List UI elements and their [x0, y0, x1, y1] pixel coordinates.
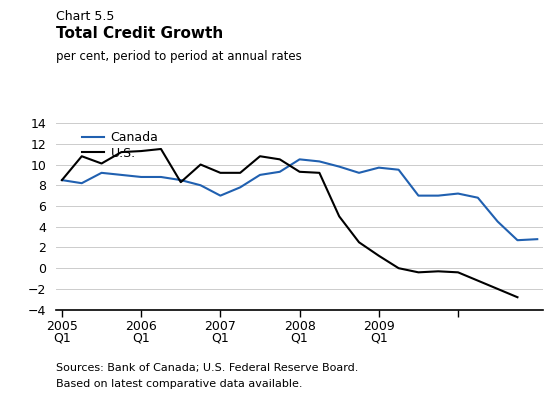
Text: Total Credit Growth: Total Credit Growth [56, 26, 223, 41]
Text: Q1: Q1 [291, 331, 309, 345]
Text: Q1: Q1 [370, 331, 388, 345]
Text: 2008: 2008 [284, 320, 315, 333]
Legend: Canada, U.S.: Canada, U.S. [82, 131, 158, 160]
Text: Q1: Q1 [53, 331, 71, 345]
Text: 2007: 2007 [204, 320, 236, 333]
Text: 2005: 2005 [46, 320, 78, 333]
Text: Sources: Bank of Canada; U.S. Federal Reserve Board.: Sources: Bank of Canada; U.S. Federal Re… [56, 363, 358, 373]
Text: Based on latest comparative data available.: Based on latest comparative data availab… [56, 379, 302, 389]
Text: per cent, period to period at annual rates: per cent, period to period at annual rat… [56, 50, 302, 63]
Text: Q1: Q1 [132, 331, 150, 345]
Text: Chart 5.5: Chart 5.5 [56, 10, 114, 23]
Text: 2006: 2006 [125, 320, 157, 333]
Text: Q1: Q1 [212, 331, 229, 345]
Text: 2009: 2009 [363, 320, 395, 333]
